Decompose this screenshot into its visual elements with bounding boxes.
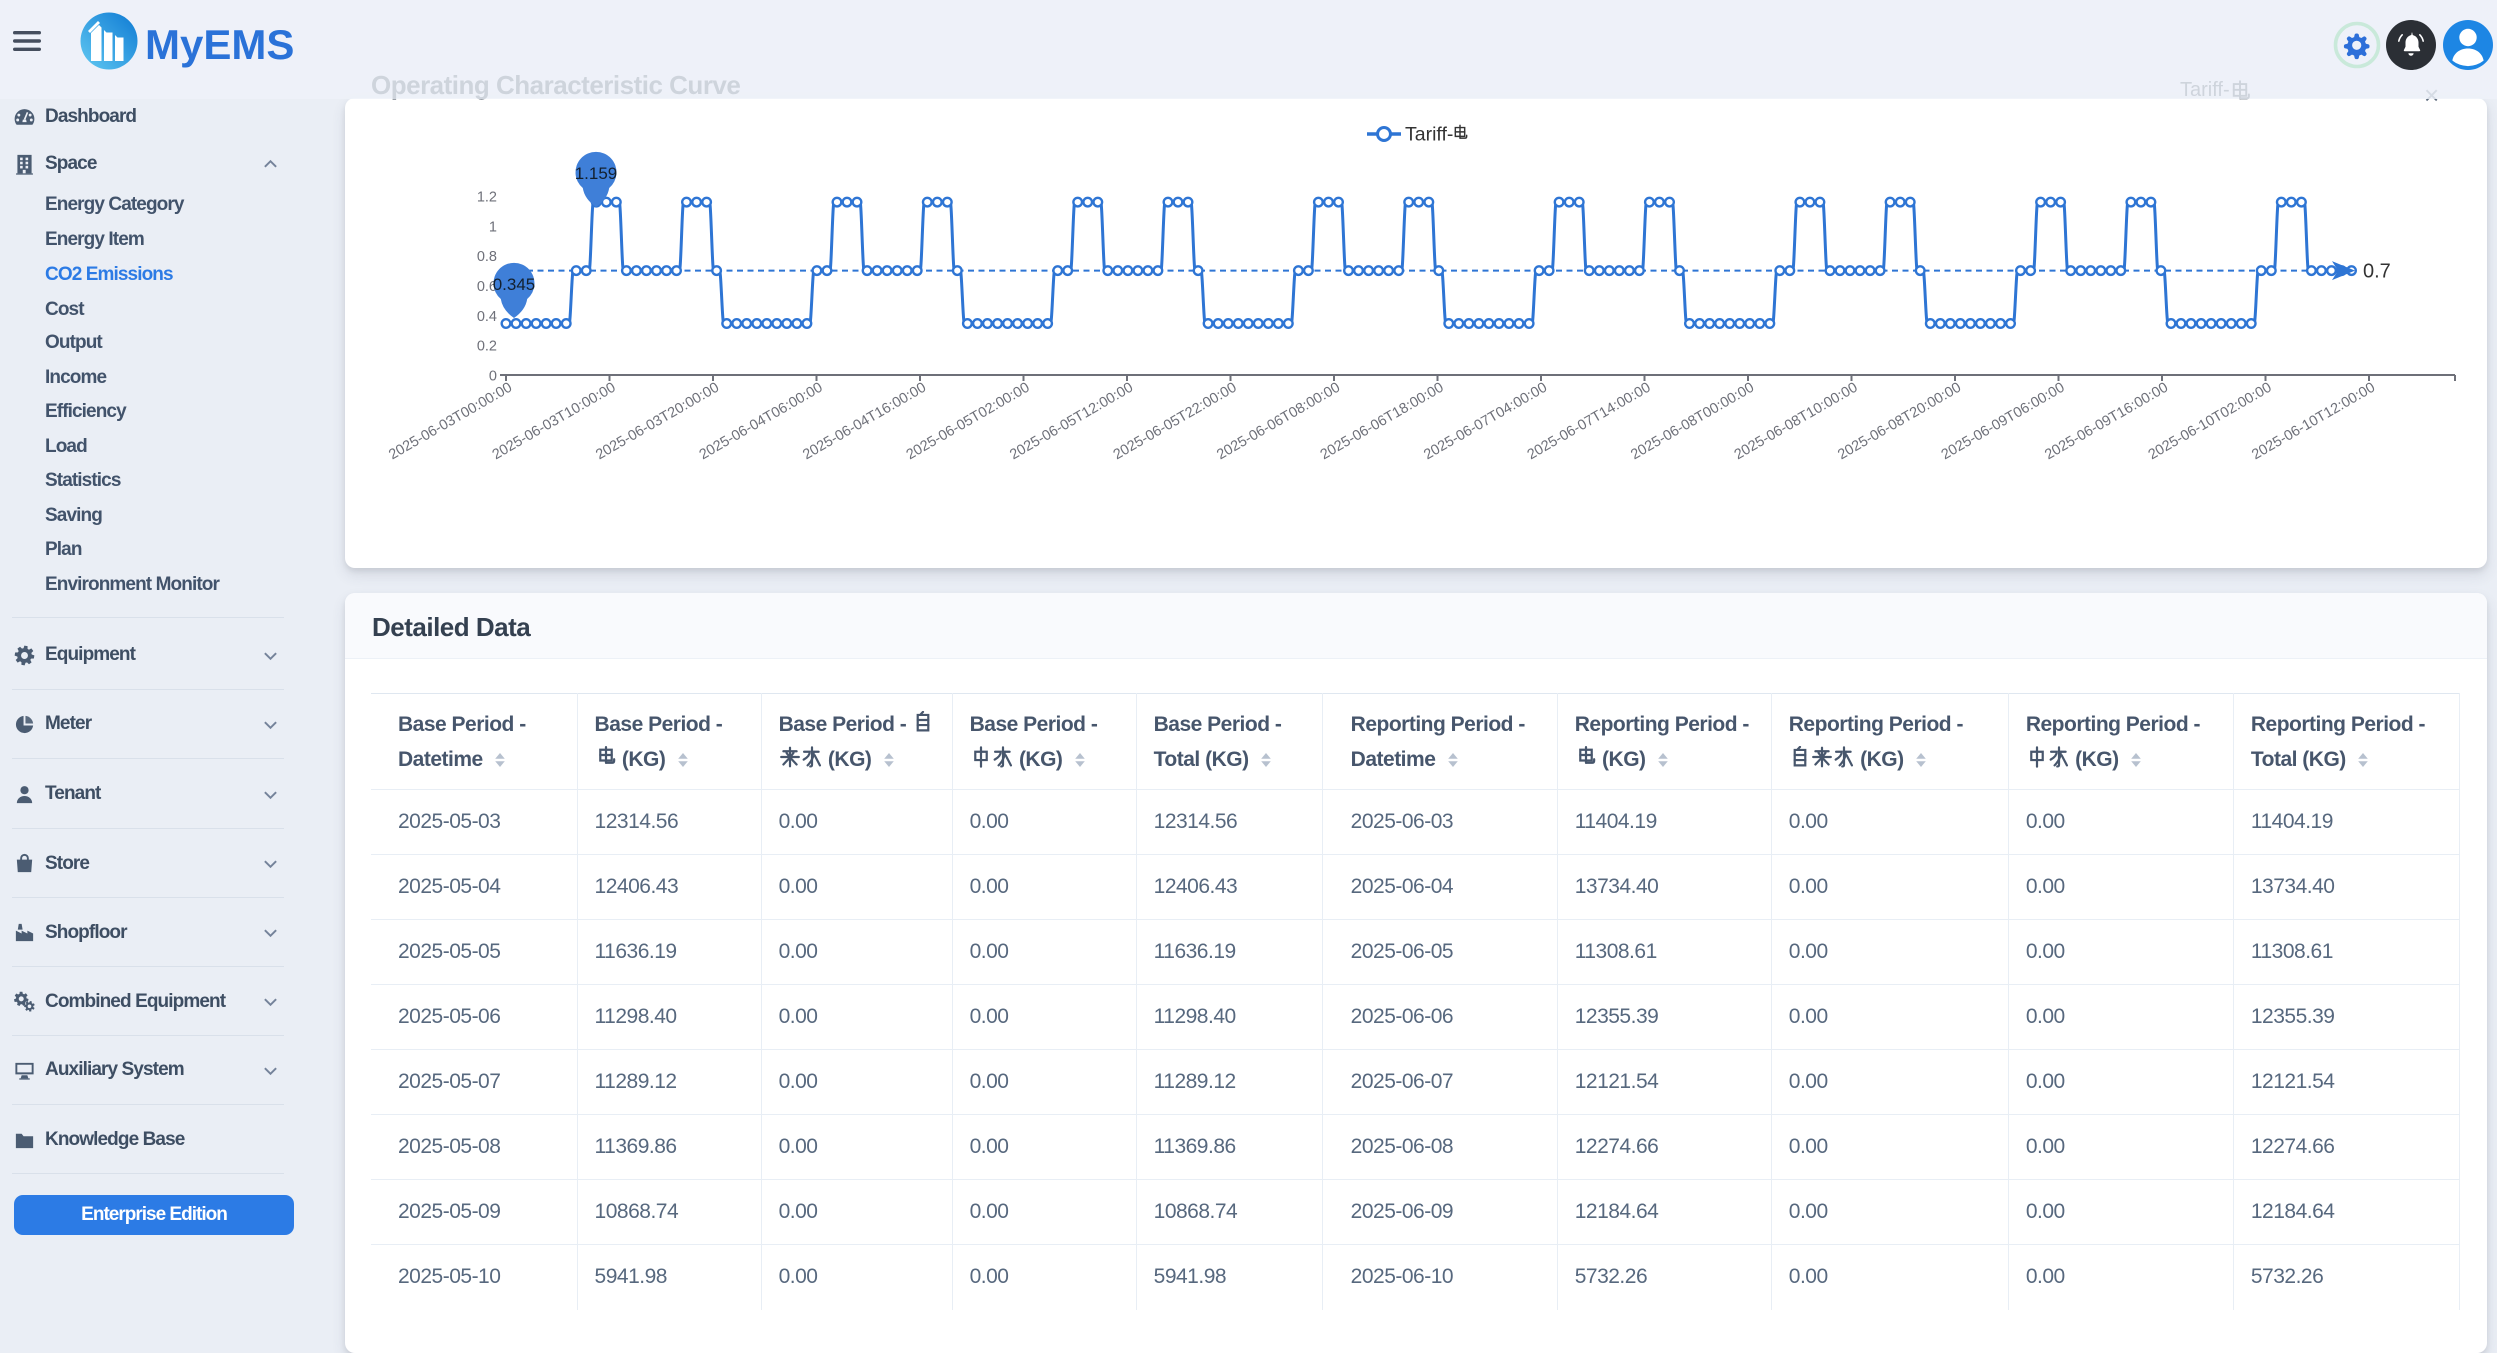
svg-text:0.2: 0.2 xyxy=(477,339,497,355)
svg-text:Tariff-: Tariff- xyxy=(1405,124,1453,146)
svg-text:0.4: 0.4 xyxy=(477,309,497,325)
svg-text:0.8: 0.8 xyxy=(477,249,497,265)
svg-text:1.2: 1.2 xyxy=(477,190,497,206)
svg-text:0.345: 0.345 xyxy=(493,275,536,294)
svg-text:0: 0 xyxy=(489,369,497,385)
svg-text:1.159: 1.159 xyxy=(575,164,618,183)
svg-text:0.6: 0.6 xyxy=(477,279,497,295)
svg-text:1: 1 xyxy=(489,219,497,235)
svg-text:0.7: 0.7 xyxy=(2363,261,2391,283)
